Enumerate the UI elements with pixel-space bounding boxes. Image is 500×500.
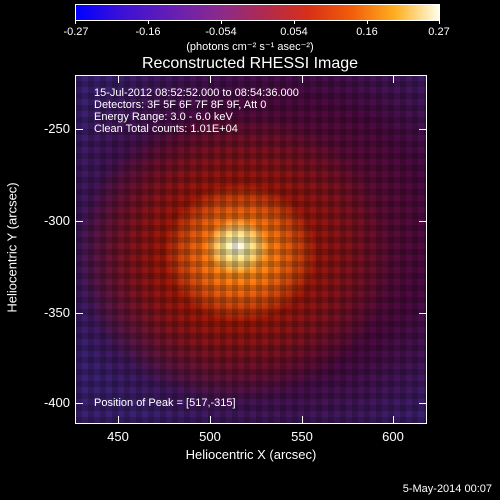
x-tick (118, 416, 119, 424)
x-tick (210, 75, 211, 83)
colorbar-tick (367, 20, 368, 24)
y-tick-label: -300 (43, 213, 70, 228)
colorbar-tick (75, 20, 76, 24)
y-tick (419, 313, 427, 314)
y-tick (75, 129, 83, 130)
plot-title: Reconstructed RHESSI Image (141, 55, 359, 72)
x-tick (393, 416, 394, 424)
colorbar-tick (294, 20, 295, 24)
x-tick-label: 600 (382, 429, 404, 444)
info-peak-position: Position of Peak = [517,-315] (94, 397, 236, 409)
y-tick-label: -250 (43, 121, 70, 136)
x-tick (302, 75, 303, 83)
y-tick-label: -400 (43, 395, 70, 410)
colorbar-tick-label: -0.27 (63, 26, 89, 38)
x-tick (118, 75, 119, 83)
y-tick (75, 403, 83, 404)
colorbar-tick (439, 20, 440, 24)
y-tick (75, 221, 83, 222)
colorbar-tick-label: 0.27 (428, 26, 450, 38)
colorbar-unit-label: (photons cm⁻² s⁻¹ asec⁻²) (186, 41, 314, 53)
rhessi-image: 15-Jul-2012 08:52:52.000 to 08:54:36.000… (75, 75, 427, 424)
image-texture (76, 76, 426, 423)
colorbar-tick-label: 0.054 (280, 26, 308, 38)
colorbar-tick-label: 0.16 (356, 26, 378, 38)
colorbar-tick (148, 20, 149, 24)
x-tick-label: 500 (199, 429, 221, 444)
x-tick (302, 416, 303, 424)
info-clean-counts: Clean Total counts: 1.01E+04 (94, 123, 238, 135)
x-tick-label: 450 (107, 429, 129, 444)
x-tick (210, 416, 211, 424)
y-tick (419, 403, 427, 404)
colorbar (75, 4, 440, 21)
y-tick (419, 221, 427, 222)
y-tick (75, 313, 83, 314)
colorbar-tick-label: -0.054 (205, 26, 237, 38)
colorbar-tick (221, 20, 222, 24)
x-tick (393, 75, 394, 83)
info-detectors: Detectors: 3F 5F 6F 7F 8F 9F, Att 0 (94, 99, 267, 111)
colorbar-tick-label: -0.16 (135, 26, 161, 38)
y-tick-label: -350 (43, 305, 70, 320)
y-tick (419, 129, 427, 130)
info-energy-range: Energy Range: 3.0 - 6.0 keV (94, 111, 233, 123)
y-axis-title: Heliocentric Y (arcsec) (4, 182, 20, 313)
info-time-range: 15-Jul-2012 08:52:52.000 to 08:54:36.000 (94, 87, 299, 99)
footer-date: 5-May-2014 00:07 (402, 483, 492, 495)
x-tick-label: 550 (291, 429, 313, 444)
x-axis-title: Heliocentric X (arcsec) (185, 447, 317, 462)
